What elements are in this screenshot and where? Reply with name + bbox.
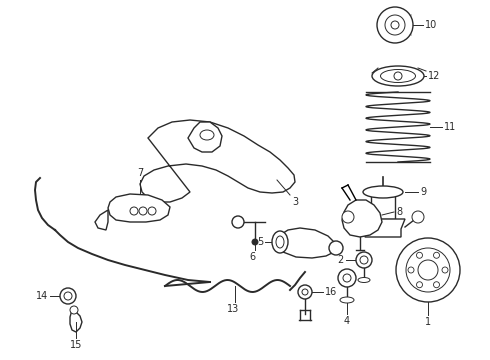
Polygon shape bbox=[342, 200, 382, 237]
Ellipse shape bbox=[200, 130, 214, 140]
Circle shape bbox=[408, 267, 414, 273]
Text: 6: 6 bbox=[249, 252, 255, 262]
Polygon shape bbox=[278, 228, 336, 258]
Polygon shape bbox=[361, 219, 405, 237]
Text: 1: 1 bbox=[425, 317, 431, 327]
Circle shape bbox=[434, 282, 440, 288]
Text: 4: 4 bbox=[344, 316, 350, 326]
Circle shape bbox=[338, 269, 356, 287]
Text: 7: 7 bbox=[137, 168, 143, 178]
Circle shape bbox=[148, 207, 156, 215]
Circle shape bbox=[385, 15, 405, 35]
Circle shape bbox=[391, 21, 399, 29]
Ellipse shape bbox=[340, 297, 354, 303]
Circle shape bbox=[394, 72, 402, 80]
Circle shape bbox=[406, 248, 450, 292]
Circle shape bbox=[302, 289, 308, 295]
Text: 14: 14 bbox=[36, 291, 48, 301]
Ellipse shape bbox=[276, 236, 284, 248]
Circle shape bbox=[329, 241, 343, 255]
Polygon shape bbox=[140, 120, 295, 202]
Text: 12: 12 bbox=[428, 71, 441, 81]
Circle shape bbox=[64, 292, 72, 300]
Text: 2: 2 bbox=[338, 255, 344, 265]
Circle shape bbox=[418, 260, 438, 280]
Circle shape bbox=[416, 252, 422, 258]
Text: 8: 8 bbox=[396, 207, 402, 217]
Circle shape bbox=[343, 274, 351, 282]
Text: 13: 13 bbox=[227, 304, 239, 314]
Polygon shape bbox=[371, 192, 395, 219]
Circle shape bbox=[298, 285, 312, 299]
Circle shape bbox=[442, 267, 448, 273]
Polygon shape bbox=[188, 122, 222, 152]
Circle shape bbox=[252, 239, 258, 245]
Circle shape bbox=[356, 252, 372, 268]
Circle shape bbox=[416, 282, 422, 288]
Polygon shape bbox=[95, 210, 108, 230]
Ellipse shape bbox=[372, 66, 424, 86]
Circle shape bbox=[434, 252, 440, 258]
Text: 10: 10 bbox=[425, 20, 437, 30]
Circle shape bbox=[412, 211, 424, 223]
Circle shape bbox=[70, 306, 78, 314]
Ellipse shape bbox=[381, 69, 416, 82]
Circle shape bbox=[396, 238, 460, 302]
Polygon shape bbox=[108, 194, 170, 222]
Text: 15: 15 bbox=[70, 340, 82, 350]
Circle shape bbox=[360, 256, 368, 264]
Circle shape bbox=[377, 7, 413, 43]
Text: 5: 5 bbox=[257, 237, 263, 247]
Circle shape bbox=[232, 216, 244, 228]
Ellipse shape bbox=[272, 231, 288, 253]
Circle shape bbox=[60, 288, 76, 304]
Text: 11: 11 bbox=[444, 122, 456, 132]
Text: 9: 9 bbox=[420, 187, 426, 197]
Circle shape bbox=[139, 207, 147, 215]
Text: 3: 3 bbox=[292, 197, 298, 207]
Text: 16: 16 bbox=[325, 287, 337, 297]
Circle shape bbox=[342, 211, 354, 223]
Ellipse shape bbox=[363, 186, 403, 198]
Ellipse shape bbox=[358, 278, 370, 283]
Circle shape bbox=[130, 207, 138, 215]
